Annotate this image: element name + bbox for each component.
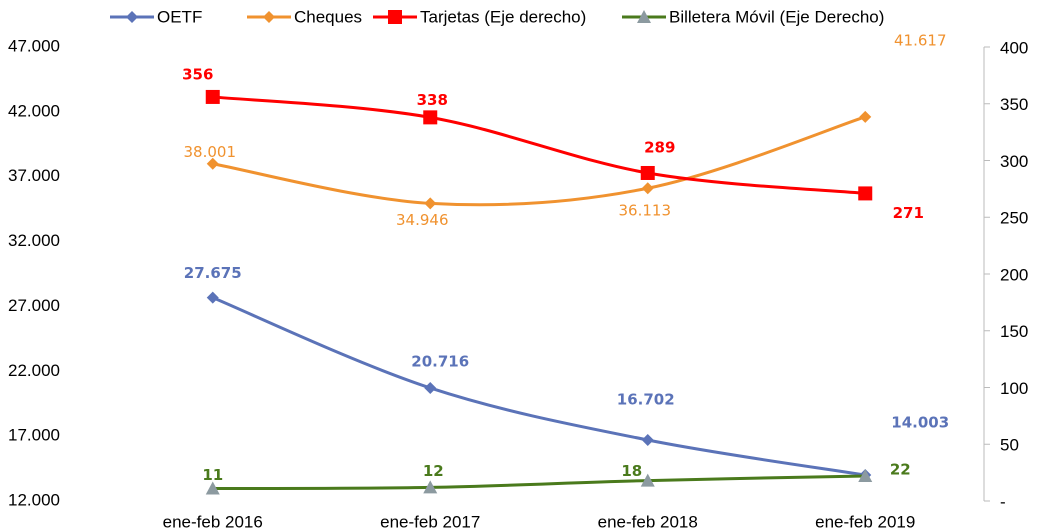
point (859, 110, 872, 123)
legend-label: Tarjetas (Eje derecho) (420, 7, 586, 26)
data-label: 38.001 (184, 143, 237, 161)
legend-marker (126, 11, 138, 23)
x-tick-label: ene-feb 2019 (815, 512, 915, 531)
y-tick-label: 42.000 (8, 101, 60, 120)
legend-label: Cheques (294, 7, 362, 26)
series-line (212, 95, 866, 195)
point (640, 165, 655, 180)
data-label: 41.617 (894, 31, 947, 49)
legend-label: Billetera Móvil (Eje Derecho) (669, 7, 884, 26)
y2-tick-label: 50 (1000, 436, 1019, 455)
data-label: 27.675 (184, 264, 242, 282)
y2-tick-label: 400 (1000, 38, 1028, 57)
data-label: 36.113 (619, 202, 672, 220)
y2-tick-label: 200 (1000, 265, 1028, 284)
point (205, 481, 220, 495)
data-label: 16.702 (617, 391, 675, 409)
y-tick-label: 27.000 (8, 296, 60, 315)
y-tick-label: 22.000 (8, 361, 60, 380)
point (424, 197, 437, 210)
data-label: 338 (417, 91, 448, 109)
point (424, 381, 437, 394)
legend-marker (388, 10, 402, 24)
data-label: 34.946 (396, 211, 449, 229)
y2-tick-label: - (1000, 492, 1006, 511)
y-tick-label: 12.000 (8, 490, 60, 509)
data-label: 20.716 (411, 352, 469, 370)
series-line (212, 115, 866, 207)
x-tick-label: ene-feb 2016 (163, 512, 263, 531)
point (206, 157, 219, 170)
y-tick-label: 47.000 (8, 36, 60, 55)
y-tick-label: 17.000 (8, 426, 60, 445)
y2-tick-label: 350 (1000, 95, 1028, 114)
point (205, 89, 220, 104)
series-line (212, 474, 866, 491)
point (641, 434, 654, 447)
point (206, 291, 219, 304)
legend-marker (263, 11, 275, 23)
y2-tick-label: 250 (1000, 209, 1028, 228)
y2-tick-label: 300 (1000, 152, 1028, 171)
y2-tick-label: 150 (1000, 322, 1028, 341)
point (858, 469, 873, 483)
point (640, 473, 655, 487)
x-tick-label: ene-feb 2018 (598, 512, 698, 531)
data-label: 11 (202, 466, 223, 484)
data-label: 289 (644, 138, 675, 156)
y-tick-label: 37.000 (8, 166, 60, 185)
point (423, 110, 438, 125)
point (641, 182, 654, 195)
point (423, 480, 438, 494)
y2-tick-label: 100 (1000, 379, 1028, 398)
data-label: 22 (890, 461, 911, 479)
legend-label: OETF (157, 7, 202, 26)
data-label: 356 (182, 65, 213, 83)
x-tick-label: ene-feb 2017 (380, 512, 480, 531)
legend-marker (637, 10, 651, 23)
series-line (212, 296, 866, 477)
data-label: 14.003 (891, 414, 949, 432)
data-label: 12 (423, 462, 444, 480)
data-label: 271 (893, 204, 924, 222)
data-label: 18 (621, 462, 642, 480)
y-tick-label: 32.000 (8, 231, 60, 250)
point (858, 186, 873, 201)
